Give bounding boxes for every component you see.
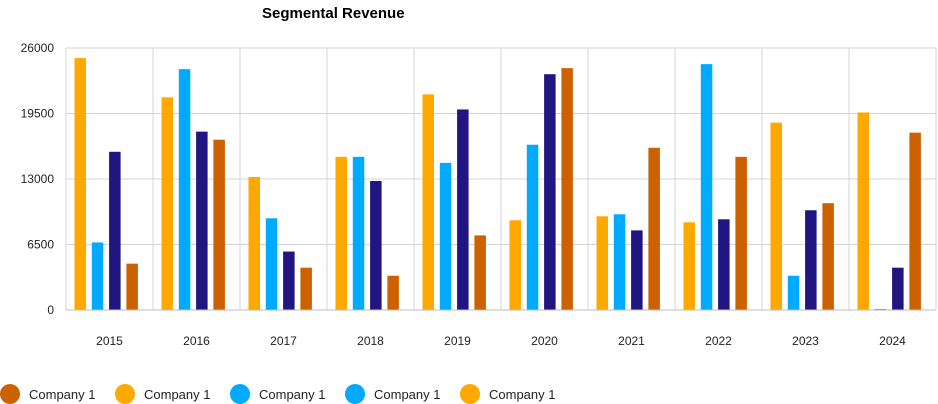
bar <box>561 68 573 311</box>
x-tick-label: 2018 <box>357 334 384 348</box>
bar <box>805 210 817 310</box>
bar <box>74 58 86 311</box>
legend-swatch <box>230 384 250 404</box>
x-tick-label: 2021 <box>618 334 645 348</box>
legend-label: Company 1 <box>374 386 441 402</box>
bar <box>457 109 469 310</box>
x-tick-label: 2022 <box>705 334 732 348</box>
legend-label: Company 1 <box>489 386 556 402</box>
legend-swatch <box>460 384 480 404</box>
x-tick-label: 2015 <box>96 334 123 348</box>
x-tick-label: 2016 <box>183 334 210 348</box>
y-tick-label: 6500 <box>27 238 54 252</box>
bar <box>544 74 556 310</box>
x-tick-label: 2023 <box>792 334 819 348</box>
bar <box>265 218 278 310</box>
bar <box>178 69 191 311</box>
bar <box>283 251 295 310</box>
legend-label: Company 1 <box>29 386 96 402</box>
legend-swatch <box>115 384 135 404</box>
bar <box>109 151 121 310</box>
x-tick-label: 2024 <box>879 334 906 348</box>
bar <box>909 132 921 310</box>
legend-item: Company 1 <box>345 382 440 404</box>
bar <box>387 275 399 310</box>
bar <box>735 156 747 310</box>
bar <box>648 147 660 310</box>
bar <box>631 230 643 310</box>
bar <box>718 219 730 310</box>
bar <box>596 216 608 310</box>
bar <box>248 176 260 310</box>
chart-legend: Company 1 Company 1 Company 1 Company 1 Comp… <box>0 382 938 404</box>
legend-swatch <box>0 384 20 404</box>
bar <box>700 64 713 310</box>
y-tick-label: 0 <box>47 303 54 317</box>
bar <box>822 203 834 310</box>
legend-item: Company 1 <box>230 382 325 404</box>
bar <box>439 162 452 310</box>
bar <box>300 267 312 310</box>
y-tick-label: 26000 <box>21 41 55 55</box>
bar <box>161 97 173 310</box>
legend-item: Company 1 <box>460 382 555 404</box>
legend-label: Company 1 <box>259 386 326 402</box>
bar <box>613 214 626 310</box>
x-tick-label: 2019 <box>444 334 471 348</box>
bar <box>196 131 208 310</box>
chart-title: Segmental Revenue <box>262 5 405 22</box>
legend-label: Company 1 <box>144 386 211 402</box>
y-tick-label: 13000 <box>21 172 55 186</box>
bar <box>126 263 138 310</box>
bar <box>787 275 800 310</box>
bar <box>892 267 904 310</box>
bar <box>370 181 382 310</box>
x-tick-label: 2020 <box>531 334 558 348</box>
bar <box>509 220 521 310</box>
bar <box>91 242 104 310</box>
legend-swatch <box>345 384 365 404</box>
bar <box>770 122 782 310</box>
y-tick-label: 19500 <box>21 107 55 121</box>
bar <box>474 235 486 310</box>
bar <box>683 222 695 310</box>
bar <box>335 156 347 310</box>
bar <box>526 144 539 310</box>
legend-item: Company 1 <box>115 382 210 404</box>
x-tick-label: 2017 <box>270 334 297 348</box>
bar <box>422 94 434 310</box>
bar <box>874 308 887 310</box>
bar <box>352 156 365 310</box>
legend-item: Company 1 <box>0 382 95 404</box>
bar <box>213 139 225 310</box>
bar <box>857 112 869 310</box>
